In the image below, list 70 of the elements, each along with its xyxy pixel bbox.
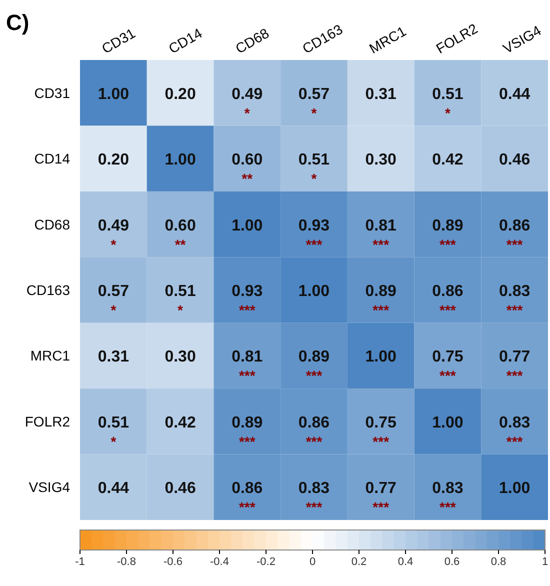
color-bar-label: -0.4	[210, 556, 229, 568]
data-label: 0.89 ***	[432, 217, 464, 252]
data-label: 0.75 ***	[432, 348, 464, 384]
chart-title: C)	[6, 10, 30, 35]
data-label: 0.42	[164, 414, 196, 432]
data-label: 0.30	[365, 152, 397, 169]
data-label: 0.31	[98, 348, 130, 366]
data-label: 1.00	[499, 480, 530, 498]
data-label: 0.46	[164, 480, 196, 498]
data-label: 0.89 ***	[365, 283, 397, 318]
color-bar-label: 0.8	[490, 556, 506, 568]
y-tick-label: CD31	[34, 84, 70, 101]
data-label: 0.49 *	[98, 217, 130, 252]
data-label: 0.51 *	[298, 152, 330, 187]
data-label: 1.00	[164, 152, 196, 169]
data-label: 0.44	[98, 480, 130, 498]
data-label: 0.86 ***	[298, 414, 330, 450]
y-tick-label: MRC1	[30, 348, 70, 364]
color-bar-label: 0	[309, 556, 316, 568]
data-label: 0.86 ***	[432, 283, 464, 318]
color-bar-label: -0.8	[117, 556, 136, 568]
data-label: 1.00	[298, 283, 330, 300]
data-label: 0.83 ***	[298, 480, 330, 516]
y-tick-label: CD163	[26, 282, 70, 298]
data-label: 0.20	[164, 86, 196, 103]
color-bar-label: -0.2	[256, 556, 276, 568]
data-label: 1.00	[98, 86, 130, 103]
data-label: 1.00	[432, 414, 464, 432]
data-label: 1.00	[365, 348, 397, 366]
data-label: 0.86 ***	[232, 480, 263, 516]
x-tick-label: CD68	[232, 24, 272, 57]
color-bar-label: 1	[542, 556, 548, 568]
x-tick-label: CD31	[98, 24, 138, 57]
data-label: 0.77 ***	[499, 348, 530, 384]
data-label: 0.93 ***	[298, 217, 330, 252]
data-label: 0.20	[98, 152, 130, 169]
data-label: 0.44	[499, 86, 530, 103]
y-tick-label: CD14	[34, 150, 70, 167]
data-label: 1.00	[232, 217, 263, 234]
data-label: 0.30	[164, 348, 196, 366]
data-label: 0.93 ***	[232, 283, 263, 318]
data-label: 0.81 ***	[232, 348, 263, 384]
data-label: 0.46	[499, 152, 530, 169]
color-bar-label: -1	[75, 556, 85, 568]
data-label: 0.31	[365, 86, 397, 103]
data-label: 0.57 *	[98, 283, 130, 318]
data-label: 0.51 *	[98, 414, 130, 450]
data-label: 0.86 ***	[499, 217, 530, 252]
data-label: 0.57 *	[298, 86, 330, 121]
y-tick-label: FOLR2	[24, 413, 70, 430]
y-tick-label: VSIG4	[28, 479, 70, 496]
y-tick-label: CD68	[34, 216, 70, 232]
data-label: 0.51 *	[164, 283, 196, 318]
data-label: 0.83 ***	[499, 283, 530, 318]
data-label: 0.51 *	[432, 86, 464, 121]
data-label: 0.42	[432, 152, 464, 169]
color-bar-label: 0.6	[444, 556, 460, 568]
data-label: 0.81 ***	[365, 217, 397, 252]
color-bar-label: 0.4	[398, 556, 414, 568]
data-label: 0.75 ***	[365, 414, 397, 450]
color-bar-label: -0.6	[164, 556, 182, 568]
data-label: 0.60 **	[232, 152, 263, 187]
data-label: 0.77 ***	[365, 480, 397, 516]
data-label: 0.49 *	[232, 86, 263, 121]
data-label: 0.83 ***	[499, 414, 530, 450]
data-label: 0.83 ***	[432, 480, 464, 516]
data-label: 0.89 ***	[298, 348, 330, 384]
color-bar-label: 0.2	[351, 556, 367, 568]
data-label: 0.60 **	[164, 217, 196, 252]
data-label: 0.89 ***	[232, 414, 263, 450]
